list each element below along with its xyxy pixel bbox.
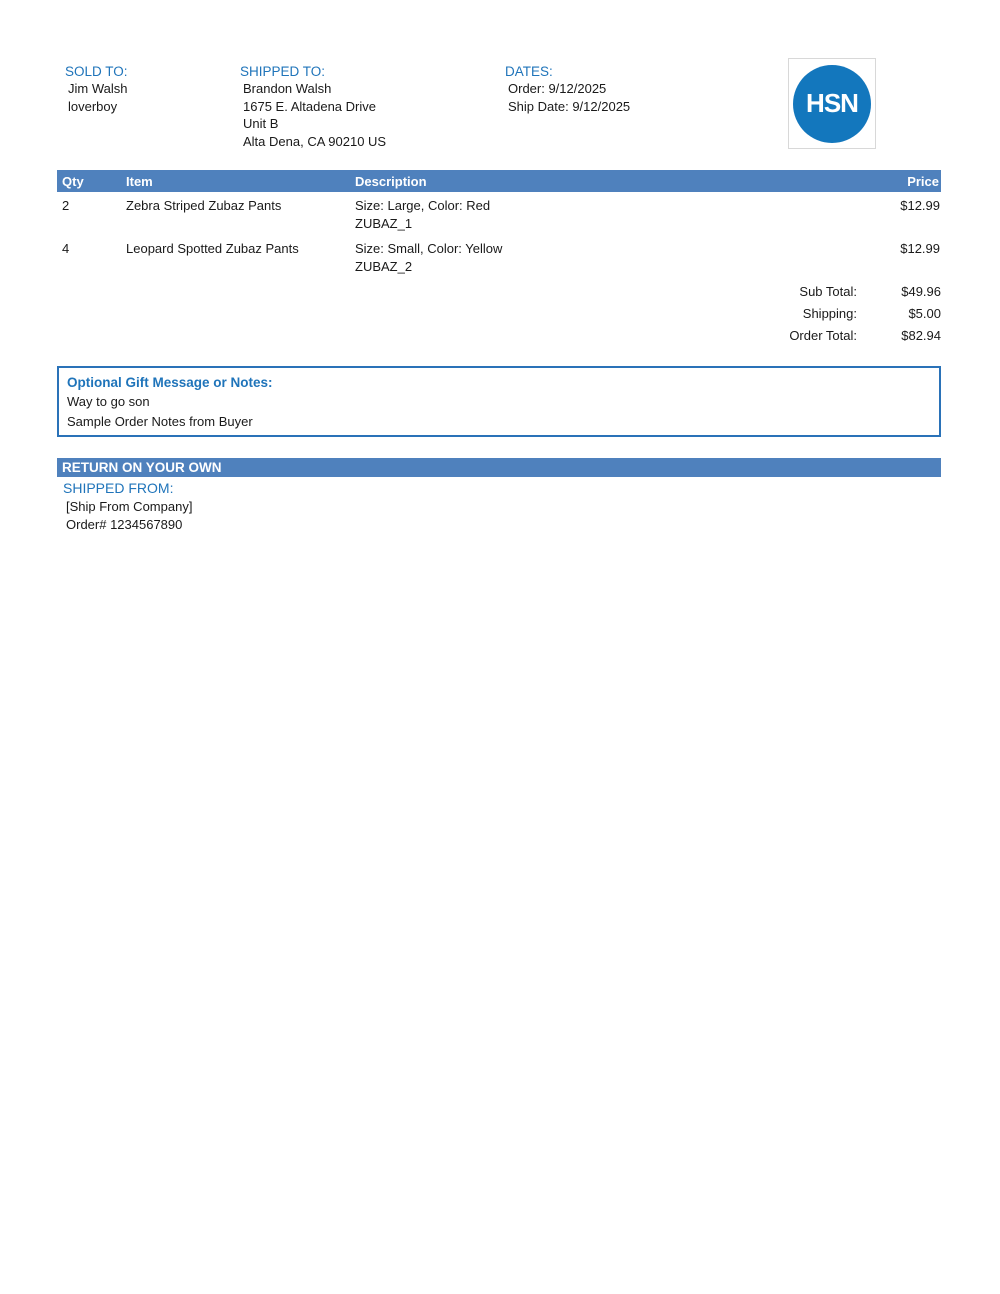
ship-date: Ship Date: 9/12/2025	[508, 98, 631, 114]
item-column-header: Item	[126, 170, 355, 192]
shipped-from-section: [Ship From Company] Order# 1234567890	[66, 498, 192, 533]
hsn-logo-text: HSN	[806, 88, 859, 118]
qty-column-header: Qty	[57, 170, 126, 192]
item-sku: ZUBAZ_1	[355, 216, 413, 231]
shipped-to-section: SHIPPED TO: Brandon Walsh 1675 E. Altade…	[240, 63, 386, 150]
order-notes-text: Sample Order Notes from Buyer	[67, 414, 253, 429]
shipped-to-street: 1675 E. Altadena Drive	[243, 98, 376, 114]
sold-to-label: SOLD TO:	[65, 64, 128, 79]
gift-message-title: Optional Gift Message or Notes:	[67, 375, 273, 390]
shipping-row: Shipping: $5.00	[789, 303, 941, 325]
price-column-header: Price	[821, 170, 941, 192]
shipped-to-city-state: Alta Dena, CA 90210 US	[243, 133, 387, 149]
shipped-to-unit: Unit B	[243, 116, 279, 131]
table-header-row: Qty Item Description Price	[57, 170, 941, 192]
shipping-label: Shipping:	[802, 306, 857, 321]
table-row: 4 Leopard Spotted Zubaz Pants Size: Smal…	[57, 235, 941, 278]
shipped-to-label: SHIPPED TO:	[240, 64, 326, 79]
item-description: Size: Small, Color: Yellow ZUBAZ_2	[355, 235, 821, 278]
item-description: Size: Large, Color: Red ZUBAZ_1	[355, 192, 821, 235]
subtotal-row: Sub Total: $49.96	[789, 281, 941, 303]
item-name: Zebra Striped Zubaz Pants	[126, 198, 282, 213]
dates-label: DATES:	[505, 64, 553, 79]
item-variant: Size: Small, Color: Yellow	[355, 241, 503, 256]
sold-to-username: loverboy	[68, 98, 118, 114]
shipped-from-label: SHIPPED FROM:	[63, 480, 174, 496]
item-variant: Size: Large, Color: Red	[355, 198, 491, 213]
hsn-logo: HSN	[788, 58, 876, 149]
item-sku: ZUBAZ_2	[355, 259, 413, 274]
item-qty: 2	[62, 198, 70, 213]
shipped-to-name: Brandon Walsh	[243, 81, 332, 96]
hsn-logo-circle: HSN	[793, 64, 871, 143]
item-price: $12.99	[900, 198, 940, 213]
table-row: 2 Zebra Striped Zubaz Pants Size: Large,…	[57, 192, 941, 235]
sold-to-section: SOLD TO: Jim Walsh loverboy	[65, 63, 128, 115]
item-qty: 4	[62, 241, 70, 256]
subtotal-label: Sub Total:	[799, 284, 857, 299]
order-date: Order: 9/12/2025	[508, 81, 607, 96]
item-price: $12.99	[900, 241, 940, 256]
return-policy-bar: RETURN ON YOUR OWN	[57, 458, 941, 477]
item-name: Leopard Spotted Zubaz Pants	[126, 241, 299, 256]
subtotal-value: $49.96	[901, 284, 941, 299]
order-total-value: $82.94	[901, 328, 941, 343]
gift-message-text: Way to go son	[67, 394, 150, 409]
dates-section: DATES: Order: 9/12/2025 Ship Date: 9/12/…	[505, 63, 630, 115]
shipping-value: $5.00	[908, 306, 941, 321]
order-items-table: Qty Item Description Price 2 Zebra Strip…	[57, 170, 941, 278]
order-totals: Sub Total: $49.96 Shipping: $5.00 Order …	[789, 281, 941, 347]
order-number: Order# 1234567890	[66, 516, 183, 532]
description-column-header: Description	[355, 170, 821, 192]
sold-to-name: Jim Walsh	[68, 81, 128, 96]
order-total-row: Order Total: $82.94	[789, 325, 941, 347]
gift-message-box: Optional Gift Message or Notes: Way to g…	[57, 366, 941, 437]
ship-from-company: [Ship From Company]	[66, 499, 193, 514]
order-total-label: Order Total:	[789, 328, 857, 343]
